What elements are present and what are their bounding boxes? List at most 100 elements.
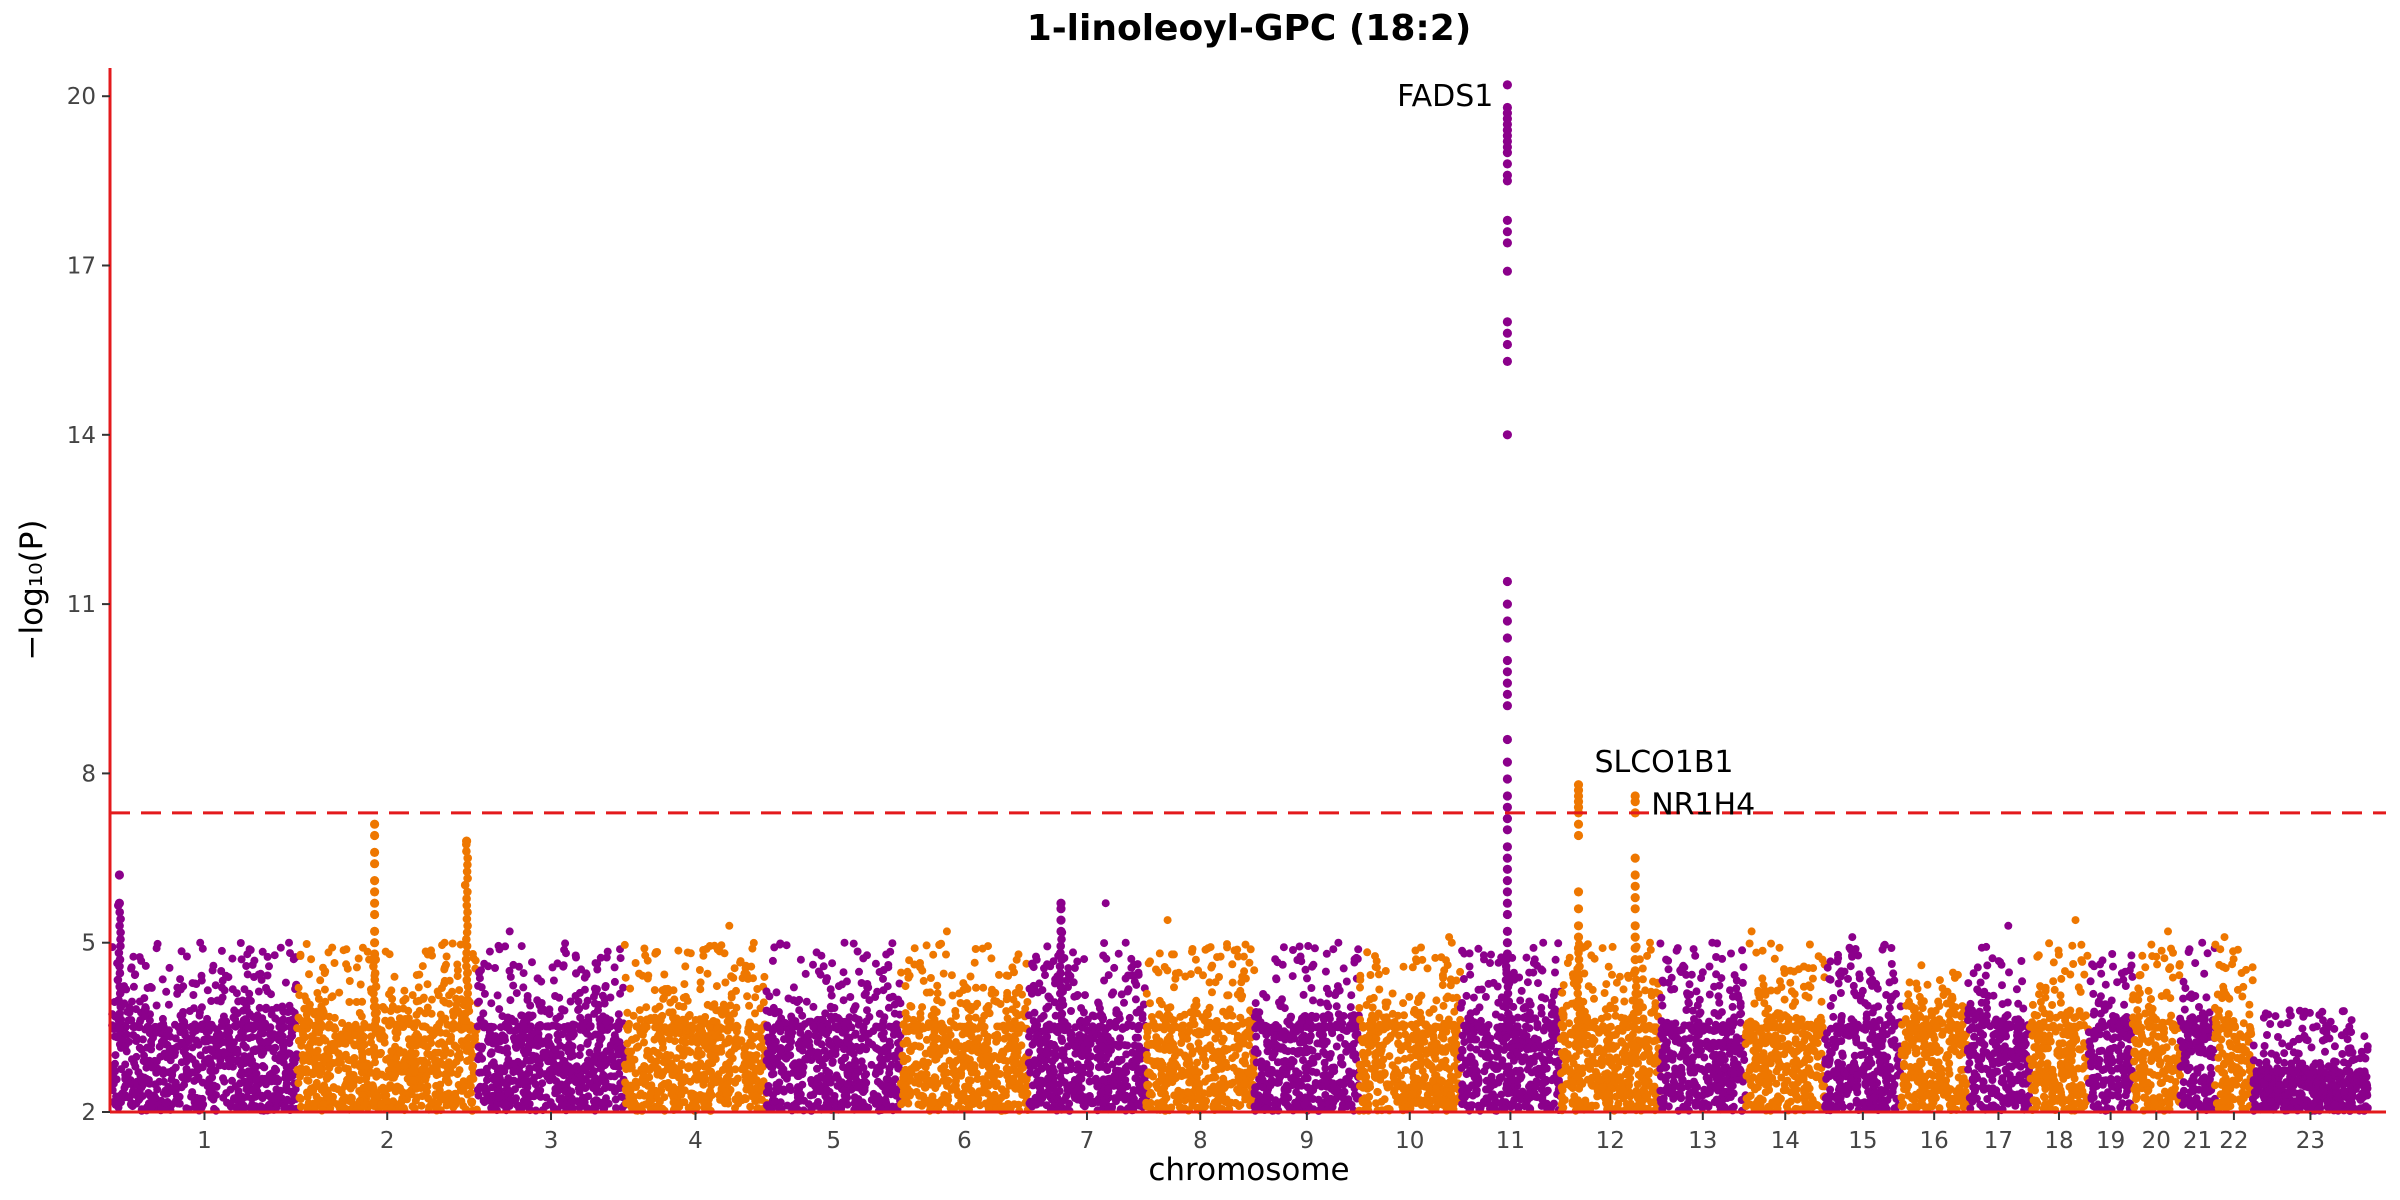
snp-point — [263, 952, 272, 961]
snp-point — [541, 1070, 550, 1079]
snp-point — [781, 1019, 790, 1027]
snp-point — [236, 1096, 245, 1105]
snp-point — [804, 1100, 813, 1109]
snp-point — [695, 1051, 704, 1060]
snp-point — [572, 1062, 581, 1071]
snp-point — [890, 1023, 899, 1032]
snp-point — [343, 964, 352, 973]
snp-point — [736, 958, 745, 967]
snp-point — [811, 1031, 819, 1040]
snp-point — [849, 939, 858, 948]
snp-point — [1072, 992, 1081, 1001]
snp-point — [246, 1052, 255, 1061]
snp-point — [213, 996, 222, 1005]
snp-point — [326, 1072, 335, 1081]
snp-point — [446, 1059, 455, 1068]
snp-point — [309, 1099, 318, 1108]
snp-point — [1134, 1033, 1142, 1042]
snp-point — [622, 1099, 631, 1108]
snp-point — [453, 972, 462, 981]
snp-point — [993, 1079, 1002, 1088]
chromosome-1-points — [108, 938, 301, 1115]
snp-point — [940, 1043, 949, 1052]
snp-point — [1235, 1087, 1244, 1096]
snp-point — [329, 1059, 338, 1067]
snp-point — [467, 1088, 475, 1097]
snp-point — [207, 997, 216, 1005]
snp-point — [887, 1082, 896, 1091]
snp-point — [595, 1041, 604, 1050]
snp-point — [859, 954, 868, 963]
snp-point — [774, 1082, 782, 1091]
snp-point — [1049, 1080, 1058, 1089]
snp-point — [1185, 1078, 1194, 1087]
snp-point — [858, 1042, 867, 1051]
snp-point — [554, 1081, 563, 1090]
snp-point — [239, 1040, 248, 1049]
snp-point — [699, 1080, 708, 1089]
snp-point — [369, 1083, 378, 1092]
snp-point — [242, 1092, 251, 1101]
snp-point — [238, 996, 247, 1005]
snp-point — [1099, 1075, 1108, 1084]
snp-point — [616, 989, 625, 998]
snp-point — [549, 976, 558, 985]
snp-point — [904, 1099, 913, 1108]
snp-point — [723, 1080, 732, 1089]
snp-point — [632, 1022, 641, 1031]
snp-point — [865, 1012, 874, 1021]
snp-point — [865, 1038, 873, 1047]
snp-point — [261, 1076, 270, 1085]
snp-point — [345, 977, 354, 985]
snp-point — [519, 983, 528, 992]
snp-point — [212, 1041, 221, 1050]
snp-point — [275, 1091, 284, 1100]
snp-point — [351, 1020, 360, 1029]
snp-point — [454, 1006, 462, 1015]
snp-point — [614, 1084, 623, 1092]
snp-point — [791, 1059, 800, 1068]
snp-point — [660, 970, 669, 979]
snp-point — [285, 1039, 294, 1048]
snp-point — [901, 982, 910, 991]
snp-point — [1099, 1014, 1108, 1023]
snp-point — [640, 1022, 649, 1031]
snp-point — [460, 1082, 469, 1091]
snp-point — [942, 950, 950, 959]
snp-point — [727, 993, 736, 1002]
snp-point — [191, 1059, 200, 1068]
snp-point — [912, 1088, 921, 1096]
snp-point — [117, 1065, 126, 1074]
snp-point — [121, 1081, 130, 1090]
snp-point — [157, 1037, 166, 1046]
snp-point — [361, 1075, 370, 1084]
snp-point — [1208, 988, 1216, 997]
snp-point — [733, 1074, 742, 1083]
snp-point — [1069, 948, 1077, 957]
chromosome-7-points — [1024, 899, 1150, 1115]
snp-point — [1017, 1064, 1026, 1073]
snp-point — [219, 1038, 228, 1046]
snp-point — [643, 956, 652, 965]
snp-point — [276, 943, 285, 952]
snp-point — [1160, 963, 1169, 971]
snp-point — [198, 944, 207, 953]
snp-point — [1239, 1039, 1248, 1048]
snp-point — [1180, 1010, 1189, 1019]
snp-point — [561, 1065, 570, 1074]
snp-point — [740, 969, 749, 978]
chromosome-6-points — [896, 927, 1032, 1115]
snp-point — [920, 1059, 929, 1068]
snp-point — [651, 1017, 660, 1026]
snp-point — [302, 940, 311, 948]
snp-point — [873, 1077, 882, 1086]
snp-point — [1194, 1079, 1203, 1088]
snp-point — [1025, 1032, 1033, 1041]
snp-point — [1197, 1046, 1206, 1055]
snp-point — [827, 1041, 836, 1050]
snp-point — [853, 947, 862, 956]
snp-point — [581, 1061, 590, 1070]
snp-point — [1132, 1008, 1141, 1017]
snp-point — [196, 938, 205, 947]
snp-point — [477, 966, 485, 975]
